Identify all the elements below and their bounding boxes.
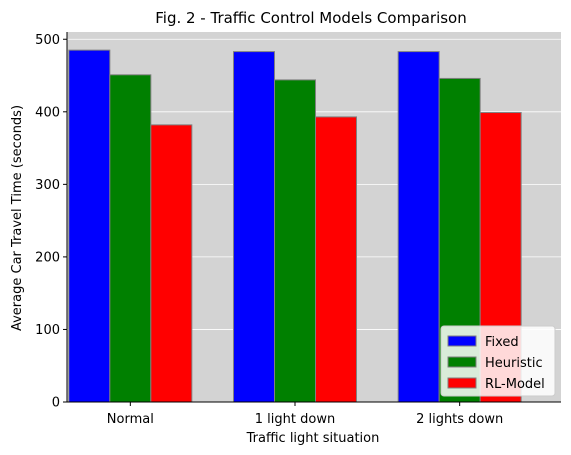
chart-title: Fig. 2 - Traffic Control Models Comparis…: [155, 9, 467, 27]
x-tick-label: 2 lights down: [416, 412, 503, 427]
bar-fixed-0: [68, 49, 111, 403]
y-axis-ticks: 0 100 200 300 400 500: [35, 33, 67, 411]
legend-label: Heuristic: [485, 356, 543, 371]
axes: [66, 32, 561, 403]
y-tick-label: 100: [35, 323, 60, 338]
legend-label: RL-Model: [485, 377, 545, 392]
y-tick-label: 400: [35, 105, 60, 120]
bar-rl-model-0: [150, 124, 193, 403]
bar-heuristic-1: [274, 79, 316, 403]
legend-label: Fixed: [485, 335, 519, 350]
x-tick-label: 1 light down: [255, 412, 335, 427]
y-axis-label: Average Car Travel Time (seconds): [10, 105, 25, 331]
legend-swatch: [447, 377, 477, 389]
y-tick-label: 0: [52, 396, 60, 411]
bar-fixed-2: [397, 51, 440, 403]
bar-fixed-1: [233, 51, 275, 403]
x-axis-label: Traffic light situation: [246, 431, 380, 446]
bars-group: [68, 49, 522, 403]
y-tick-label: 500: [35, 33, 60, 48]
bar-rl-model-1: [315, 116, 357, 403]
y-tick-label: 300: [35, 178, 60, 193]
x-tick-label: Normal: [107, 412, 154, 427]
y-tick-label: 200: [35, 250, 60, 265]
x-axis-ticks: Normal 1 light down 2 lights down: [107, 402, 503, 427]
legend: Fixed Heuristic RL-Model: [440, 325, 556, 397]
legend-swatch: [447, 356, 477, 368]
legend-swatch: [447, 335, 477, 347]
bar-heuristic-0: [109, 74, 152, 403]
